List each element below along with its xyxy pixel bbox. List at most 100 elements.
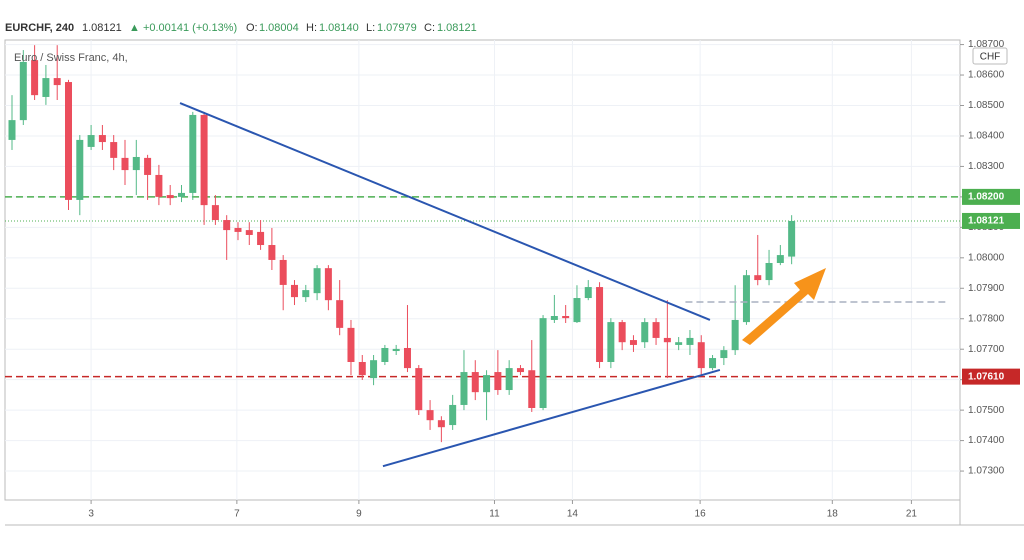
candle-body <box>754 275 762 281</box>
candle-body <box>268 245 276 260</box>
candle-body <box>347 327 355 362</box>
candle-body <box>731 319 739 351</box>
axes: 1.073001.074001.075001.076001.077001.078… <box>88 39 1020 520</box>
plot-frame <box>4 39 961 501</box>
y-tick-label: 1.07300 <box>968 466 1005 477</box>
y-tick-label: 1.08300 <box>968 161 1005 172</box>
candle-body <box>550 316 558 320</box>
candle-body <box>313 268 321 294</box>
candle-body <box>200 114 208 206</box>
arrow <box>742 268 826 345</box>
candle-body <box>415 368 423 411</box>
currency-badge <box>972 47 1008 65</box>
level-badge <box>962 368 1020 385</box>
candle-body <box>686 337 694 345</box>
candle-body <box>663 337 671 343</box>
candle-body <box>290 284 298 298</box>
candle-body <box>562 316 570 319</box>
candle-body <box>223 220 231 231</box>
candle-body <box>324 268 332 301</box>
levels <box>5 196 960 378</box>
candle-body <box>370 360 378 379</box>
symbol: EURCHF, 240 <box>5 22 74 34</box>
level-label: 1.07610 <box>968 371 1005 382</box>
candle-body <box>132 156 140 171</box>
candle-body <box>675 342 683 345</box>
candle-body <box>539 318 547 408</box>
candle-body <box>516 368 524 373</box>
candle-body <box>8 120 16 140</box>
candle-body <box>403 347 411 369</box>
candle-body <box>765 262 773 281</box>
candle-body <box>155 174 163 197</box>
candles <box>8 45 796 443</box>
y-tick-label: 1.07900 <box>968 283 1005 294</box>
candle-body <box>788 220 796 257</box>
last-price: 1.08121 <box>82 22 122 34</box>
candle-body <box>110 142 118 158</box>
candle-body <box>234 227 242 232</box>
candle-body <box>279 259 287 285</box>
ohlc-value: 1.08140 <box>319 22 359 34</box>
candle-body <box>65 82 73 200</box>
y-tick-label: 1.08600 <box>968 70 1005 81</box>
candle-body <box>53 78 61 86</box>
chart-title: Euro / Swiss Franc, 4h, <box>14 52 128 64</box>
x-tick-label: 7 <box>234 509 240 520</box>
candle-body <box>144 157 152 175</box>
candle-body <box>245 230 253 235</box>
level-badge <box>962 188 1020 205</box>
candle-body <box>31 60 39 96</box>
y-tick-label: 1.07400 <box>968 435 1005 446</box>
ohlc-value: 1.08004 <box>259 22 299 34</box>
x-tick-label: 9 <box>356 509 362 520</box>
candle-body <box>358 362 366 376</box>
candle-body <box>76 139 84 200</box>
candle-body <box>381 347 389 362</box>
candle-body <box>426 410 434 421</box>
candle-body <box>709 358 717 369</box>
candle-body <box>98 135 106 143</box>
level-label: 1.08200 <box>968 192 1005 203</box>
candle-body <box>211 205 219 221</box>
trendlines <box>179 102 946 468</box>
y-tick-label: 1.08000 <box>968 252 1005 263</box>
candle-body <box>302 290 310 298</box>
y-tick-label: 1.08400 <box>968 131 1005 142</box>
x-tick-label: 16 <box>695 509 707 520</box>
candle-body <box>483 375 491 393</box>
ohlc-label: C: <box>424 22 435 34</box>
currency-label: CHF <box>980 52 1001 63</box>
candle-body <box>460 372 468 405</box>
candle-body <box>652 322 660 338</box>
candle-body <box>19 61 27 121</box>
candle-body <box>189 114 197 193</box>
candle-body <box>166 195 174 199</box>
trendline <box>382 368 721 468</box>
candle-body <box>494 372 502 391</box>
change: ▲ +0.00141 (+0.13%) <box>129 22 237 34</box>
candle-body <box>336 300 344 328</box>
y-tick-label: 1.08500 <box>968 100 1005 111</box>
candle-body <box>449 404 457 426</box>
x-tick-label: 3 <box>88 509 94 520</box>
candle-body <box>629 340 637 345</box>
ohlc-value: 1.07979 <box>377 22 417 34</box>
candle-body <box>618 322 626 343</box>
candle-body <box>573 298 581 323</box>
candle-body <box>257 231 265 246</box>
ohlc-label: O: <box>246 22 258 34</box>
candle-body <box>121 157 129 171</box>
candle-body <box>776 255 784 263</box>
candle-body <box>596 287 604 362</box>
y-tick-label: 1.07700 <box>968 344 1005 355</box>
candle-body <box>607 322 615 362</box>
candle-body <box>471 372 479 393</box>
candle-body <box>584 287 592 299</box>
level-badge <box>962 212 1020 229</box>
x-tick-label: 21 <box>906 509 918 520</box>
trendline <box>179 102 711 321</box>
candle-body <box>697 342 705 369</box>
y-tick-label: 1.07800 <box>968 313 1005 324</box>
